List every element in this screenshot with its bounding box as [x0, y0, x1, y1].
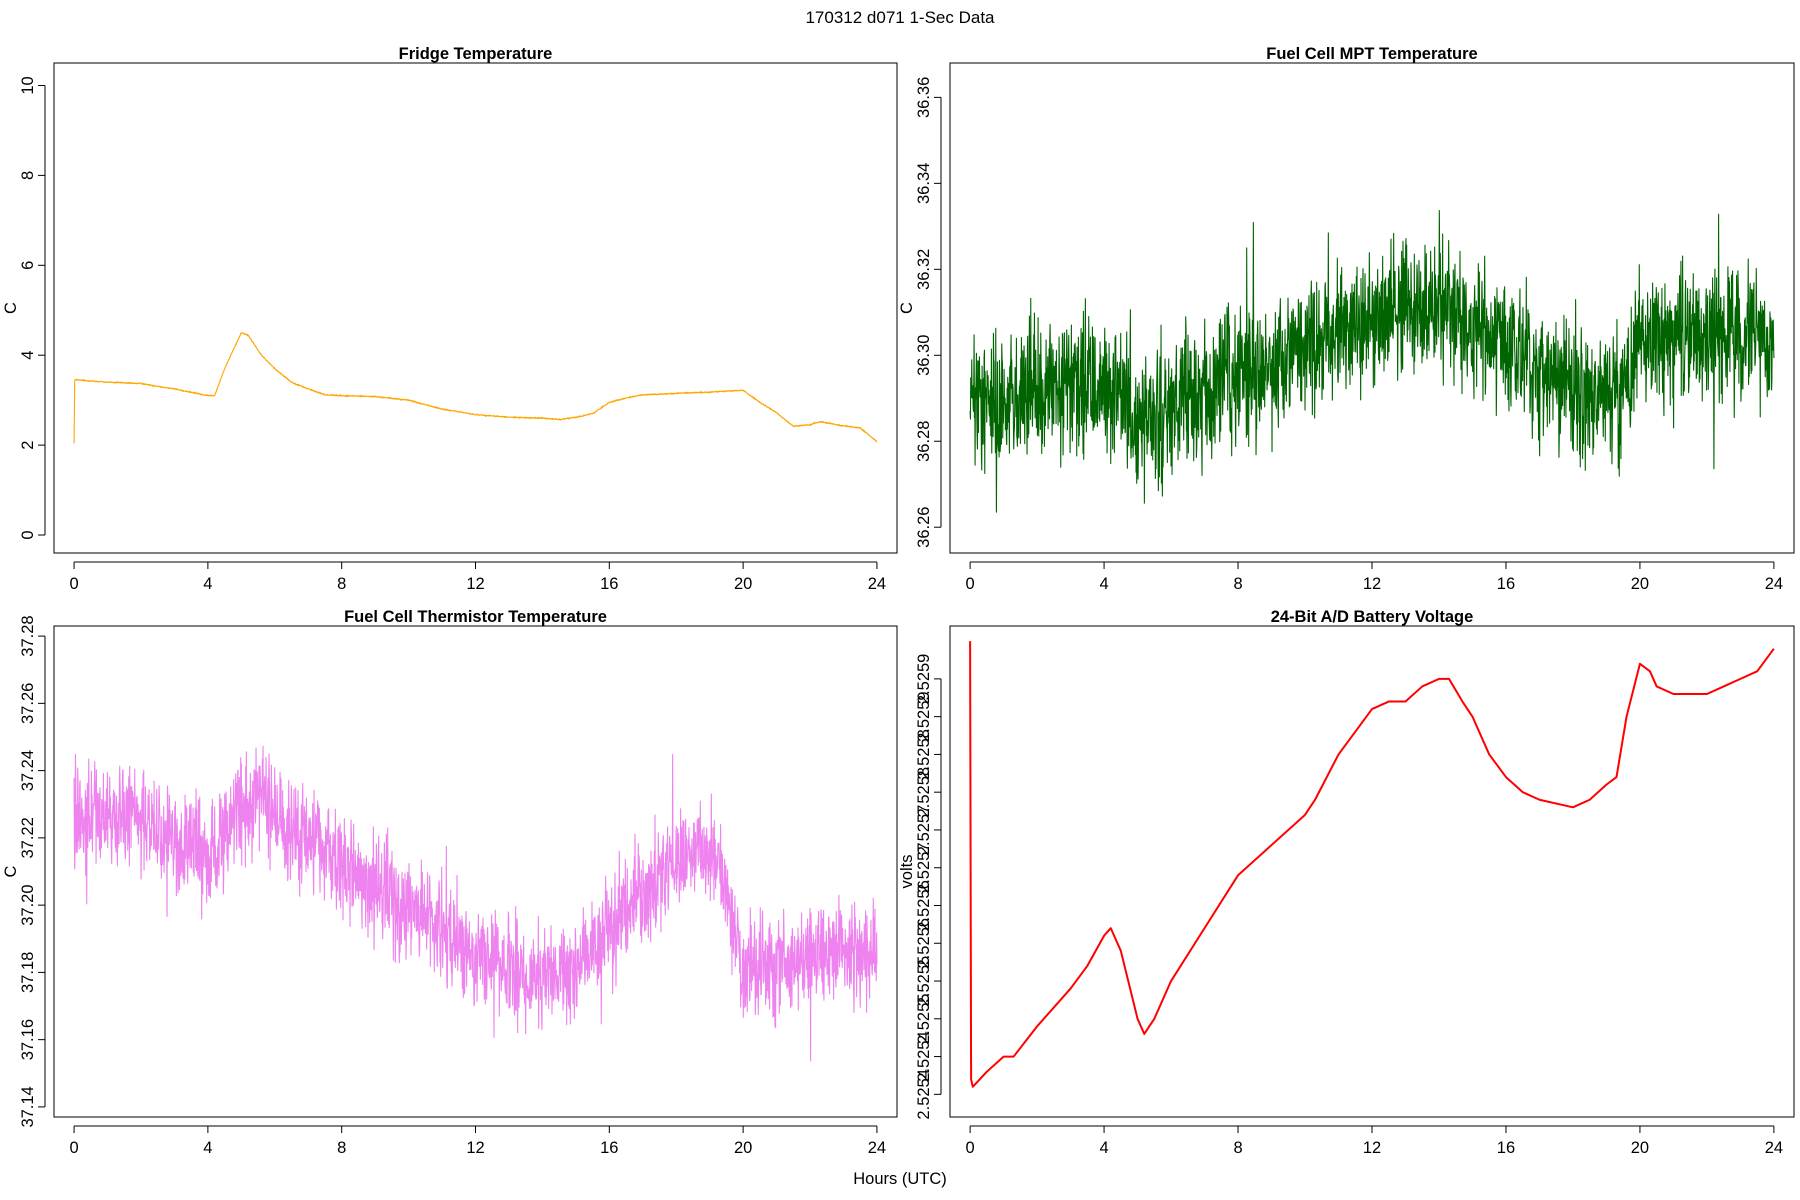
- y-tick-label: 36.34: [915, 163, 933, 204]
- plot-frame: [949, 625, 1795, 1118]
- y-tick-label: 37.22: [19, 817, 37, 858]
- chart-title: Fridge Temperature: [399, 45, 553, 63]
- y-tick-label: 2.5259: [915, 691, 933, 741]
- y-tick-label: 37.18: [19, 952, 37, 993]
- x-tick-label: 12: [466, 575, 484, 593]
- x-tick-label: 4: [1099, 1139, 1108, 1157]
- y-tick-label: 37.20: [19, 884, 37, 925]
- chart-title: Fuel Cell MPT Temperature: [1266, 45, 1478, 63]
- y-axis-label: C: [2, 865, 20, 877]
- x-tick-label: 24: [868, 575, 886, 593]
- y-tick-label: 2.5254: [915, 1069, 933, 1119]
- x-tick-label: 24: [1765, 575, 1783, 593]
- y-tick-label: 36.26: [915, 507, 933, 548]
- y-tick-label: 2.5257: [915, 842, 933, 892]
- x-tick-label: 16: [600, 1139, 618, 1157]
- series-line: [969, 641, 1775, 1088]
- y-tick-label: 2.5259: [915, 654, 933, 704]
- series-line: [969, 210, 1775, 513]
- x-tick-label: 8: [1233, 575, 1242, 593]
- x-tick-label: 8: [1233, 1139, 1242, 1157]
- y-tick-label: 36.28: [915, 421, 933, 462]
- y-tick-label: 37.26: [19, 683, 37, 724]
- y-tick-label: 10: [19, 76, 37, 94]
- y-tick-label: 2.5254: [915, 1031, 933, 1081]
- x-tick-label: 12: [1363, 1139, 1381, 1157]
- chart-panel: 24-Bit A/D Battery Voltage volts 0 4 8 12 16 20…: [898, 608, 1795, 1157]
- y-tick-label: 2.5257: [915, 805, 933, 855]
- y-tick-label: 0: [19, 530, 37, 539]
- y-axis-label: volts: [898, 855, 916, 889]
- y-tick-label: 2.5258: [915, 729, 933, 779]
- y-tick-label: 4: [19, 351, 37, 360]
- y-tick-label: 6: [19, 261, 37, 270]
- plot-frame: [53, 62, 898, 554]
- x-tick-label: 0: [966, 575, 975, 593]
- y-tick-label: 2.5256: [915, 880, 933, 930]
- y-tick-label: 2: [19, 441, 37, 450]
- x-tick-label: 20: [1631, 575, 1649, 593]
- x-tick-label: 16: [1497, 1139, 1515, 1157]
- x-tick-label: 24: [1765, 1139, 1783, 1157]
- x-tick-label: 12: [466, 1139, 484, 1157]
- x-tick-label: 4: [203, 575, 212, 593]
- y-axis-label: C: [2, 302, 20, 314]
- chart-title: Fuel Cell Thermistor Temperature: [344, 608, 607, 626]
- y-tick-label: 2.5256: [915, 918, 933, 968]
- chart-panel: Fuel Cell Thermistor Temperature C 0 4 8 12 16…: [2, 608, 898, 1157]
- x-tick-label: 0: [966, 1139, 975, 1157]
- x-tick-label: 12: [1363, 575, 1381, 593]
- chart-panel: Fuel Cell MPT Temperature C 0 4 8 12 16 20 24 36.…: [898, 45, 1795, 593]
- plot-frame: [53, 625, 898, 1118]
- figure-xlabel: Hours (UTC): [853, 1170, 947, 1188]
- x-tick-label: 4: [203, 1139, 212, 1157]
- y-tick-label: 2.5255: [915, 994, 933, 1044]
- y-tick-label: 36.30: [915, 335, 933, 376]
- x-tick-label: 8: [337, 1139, 346, 1157]
- plot-frame: [949, 62, 1795, 554]
- x-tick-label: 8: [337, 575, 346, 593]
- y-axis-label: C: [898, 302, 916, 314]
- x-tick-label: 0: [69, 575, 78, 593]
- y-tick-label: 2.5258: [915, 767, 933, 817]
- x-tick-label: 24: [868, 1139, 886, 1157]
- x-tick-label: 20: [734, 575, 752, 593]
- y-tick-label: 37.24: [19, 750, 37, 791]
- y-tick-label: 8: [19, 171, 37, 180]
- y-tick-label: 37.28: [19, 615, 37, 656]
- x-tick-label: 0: [69, 1139, 78, 1157]
- y-tick-label: 2.5255: [915, 956, 933, 1006]
- figure-title: 170312 d071 1-Sec Data: [805, 8, 995, 27]
- x-tick-label: 4: [1099, 575, 1108, 593]
- y-tick-label: 36.36: [915, 77, 933, 118]
- x-tick-label: 20: [1631, 1139, 1649, 1157]
- x-tick-label: 16: [600, 575, 618, 593]
- chart-title: 24-Bit A/D Battery Voltage: [1271, 608, 1474, 626]
- series-line: [73, 332, 878, 444]
- y-tick-label: 37.14: [19, 1086, 37, 1127]
- x-tick-label: 20: [734, 1139, 752, 1157]
- series-line: [73, 745, 878, 1062]
- x-tick-label: 16: [1497, 575, 1515, 593]
- y-tick-label: 36.32: [915, 249, 933, 290]
- y-tick-label: 37.16: [19, 1019, 37, 1060]
